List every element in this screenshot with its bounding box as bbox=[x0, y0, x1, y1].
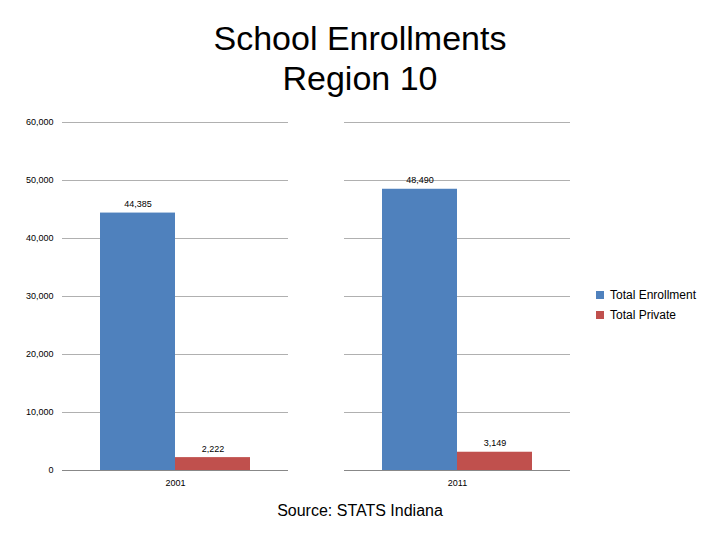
svg-text:60,000: 60,000 bbox=[26, 117, 54, 127]
svg-text:2001: 2001 bbox=[165, 478, 185, 488]
html-text:Source: STATS Indiana: Source: STATS Indiana bbox=[277, 502, 443, 519]
html-text:Total Private: Total Private bbox=[610, 308, 676, 322]
svg-text:0: 0 bbox=[48, 465, 53, 475]
svg-text:20,000: 20,000 bbox=[26, 349, 54, 359]
svg-text:3,149: 3,149 bbox=[484, 438, 507, 448]
svg-text:40,000: 40,000 bbox=[26, 233, 54, 243]
svg-text:2,222: 2,222 bbox=[202, 443, 225, 453]
svg-text:2011: 2011 bbox=[448, 478, 467, 488]
html-text:Total Enrollment: Total Enrollment bbox=[610, 288, 696, 302]
svg-text:30,000: 30,000 bbox=[26, 291, 54, 301]
html-text:School Enrollments Region 10: School Enrollments Region 10 bbox=[213, 19, 507, 97]
svg-text:44,385: 44,385 bbox=[124, 199, 152, 209]
svg-text:48,490: 48,490 bbox=[406, 175, 434, 185]
svg-text:50,000: 50,000 bbox=[26, 175, 54, 185]
svg-text:10,000: 10,000 bbox=[26, 407, 54, 417]
